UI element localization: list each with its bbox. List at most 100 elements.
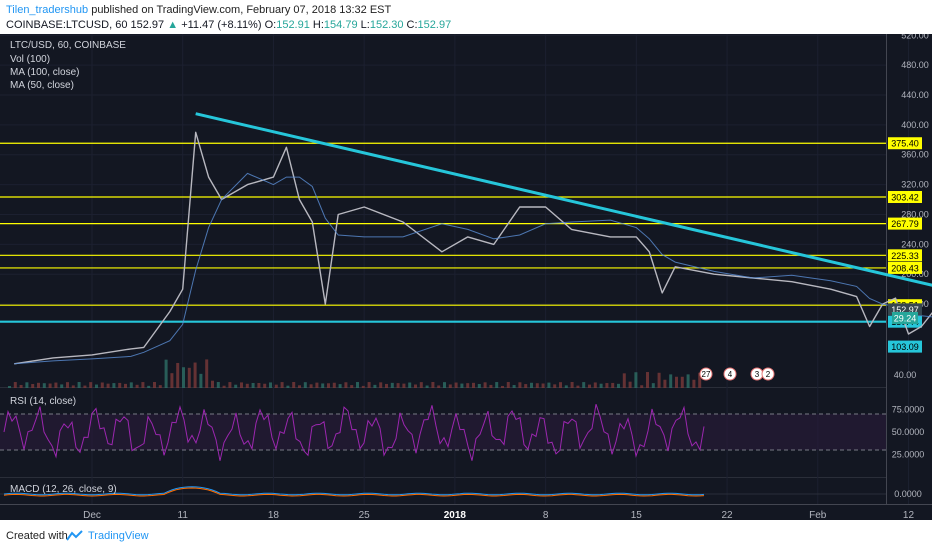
volume-bar (385, 383, 388, 388)
published-text: published on TradingView.com, February 0… (88, 4, 392, 16)
volume-bar (611, 382, 615, 388)
y-tick-label: 520.00 (901, 34, 929, 40)
volume-bar (187, 367, 191, 388)
volume-bar (309, 384, 313, 388)
volume-bar (425, 385, 429, 388)
volume-bar (269, 382, 272, 388)
level-price-badge (888, 340, 922, 353)
volume-bar (663, 379, 667, 388)
event-badge-label: 3 (755, 370, 760, 379)
legend-ma100: MA (100, close) (10, 67, 80, 78)
x-tick-label: 25 (359, 510, 371, 520)
level-price-badge (888, 190, 922, 203)
volume-bar (512, 385, 516, 388)
volume-bar (617, 383, 620, 388)
low-label: L: (360, 19, 370, 31)
high-label: H: (312, 19, 324, 31)
volume-bar (124, 383, 127, 388)
chart-area[interactable]: Dec111825201881522Feb121926520.00480.004… (0, 34, 932, 520)
volume-bar (280, 382, 284, 388)
x-tick-label: Dec (83, 510, 101, 520)
rsi-tick-label: 75.0000 (892, 405, 925, 415)
x-tick-label: Feb (809, 510, 827, 520)
volume-bar (356, 382, 359, 388)
volume-bar (147, 385, 151, 388)
volume-bar (48, 383, 52, 388)
price-series-line (14, 131, 932, 365)
volume-bar (454, 382, 458, 388)
volume-bar (535, 383, 539, 388)
volume-bar (303, 382, 307, 388)
volume-bar (216, 382, 220, 388)
volume-bar (390, 382, 394, 388)
volume-bar (106, 383, 110, 388)
symbol-line: COINBASE:LTCUSD, 60 152.97 ▲ +11.47 (+8.… (6, 19, 451, 31)
volume-bar (338, 384, 342, 388)
tradingview-logo-icon (66, 530, 83, 541)
volume-bar (477, 383, 481, 388)
volume-bar (634, 372, 638, 388)
level-price-badge (888, 249, 922, 262)
volume-bar (298, 385, 301, 388)
price-change: +11.47 (+8.11%) (181, 19, 262, 31)
legend-macd: MACD (12, 26, close, 9) (10, 484, 117, 495)
volume-bar (675, 376, 678, 388)
volume-bar (222, 385, 226, 388)
volume-bar (37, 382, 40, 388)
volume-bar (669, 374, 673, 388)
volume-bar (66, 382, 69, 388)
volume-bar (54, 382, 58, 388)
symbol-label: COINBASE:LTCUSD, 60 (6, 19, 128, 31)
chart-svg[interactable]: Dec111825201881522Feb121926520.00480.004… (0, 34, 932, 520)
volume-bar (274, 384, 278, 388)
rsi-tick-label: 25.0000 (892, 450, 925, 460)
level-price-label: 208.43 (891, 263, 919, 273)
volume-bar (164, 359, 168, 388)
volume-bar (42, 383, 46, 388)
volume-bar (199, 373, 203, 388)
y-tick-label: 40.00 (894, 370, 917, 380)
volume-bar (489, 384, 493, 388)
volume-bar (367, 382, 371, 388)
y-tick-label: 400.00 (901, 120, 929, 130)
macd-line (3, 486, 705, 496)
volume-bar (344, 382, 348, 388)
volume-bar (414, 384, 417, 388)
volume-bar (361, 385, 365, 388)
volume-bar (570, 382, 574, 388)
time-axis-border (0, 504, 932, 505)
tradingview-brand[interactable]: TradingView (88, 530, 149, 542)
volume-bar (100, 382, 104, 388)
author-link[interactable]: Tilen_tradershub (6, 4, 89, 16)
volume-bar (443, 382, 446, 388)
volume-bar (240, 382, 243, 388)
publish-line: Tilen_tradershub published on TradingVie… (6, 4, 391, 16)
volume-bar (646, 372, 649, 388)
volume-bar (245, 383, 249, 388)
volume-bar (518, 382, 522, 388)
volume-bar (593, 382, 597, 388)
volume-bar (628, 381, 632, 388)
low-value: 152.30 (369, 19, 404, 31)
volume-bar (83, 385, 87, 388)
volume-bar (8, 386, 11, 388)
chart-header: Tilen_tradershub published on TradingVie… (0, 0, 932, 34)
volume-bar (559, 382, 562, 388)
x-tick-label: 2018 (444, 510, 467, 520)
volume-bar (332, 382, 336, 388)
volume-bar (228, 382, 232, 388)
macd-separator (0, 477, 886, 478)
volume-bar (373, 384, 377, 388)
volume-bar (31, 384, 35, 388)
volume-bar (657, 372, 661, 388)
volume-bar (483, 382, 487, 388)
last-price: 152.97 (130, 19, 165, 31)
level-price-label: 267.79 (891, 219, 919, 229)
current-price-label: 152.97 (891, 305, 919, 315)
change-arrow-icon: ▲ (167, 19, 179, 31)
x-tick-label: 11 (178, 510, 189, 520)
macd-signal-line (3, 487, 705, 497)
volume-bar (437, 385, 441, 388)
legend-ma50: MA (50, close) (10, 80, 74, 91)
volume-bar (25, 382, 29, 388)
